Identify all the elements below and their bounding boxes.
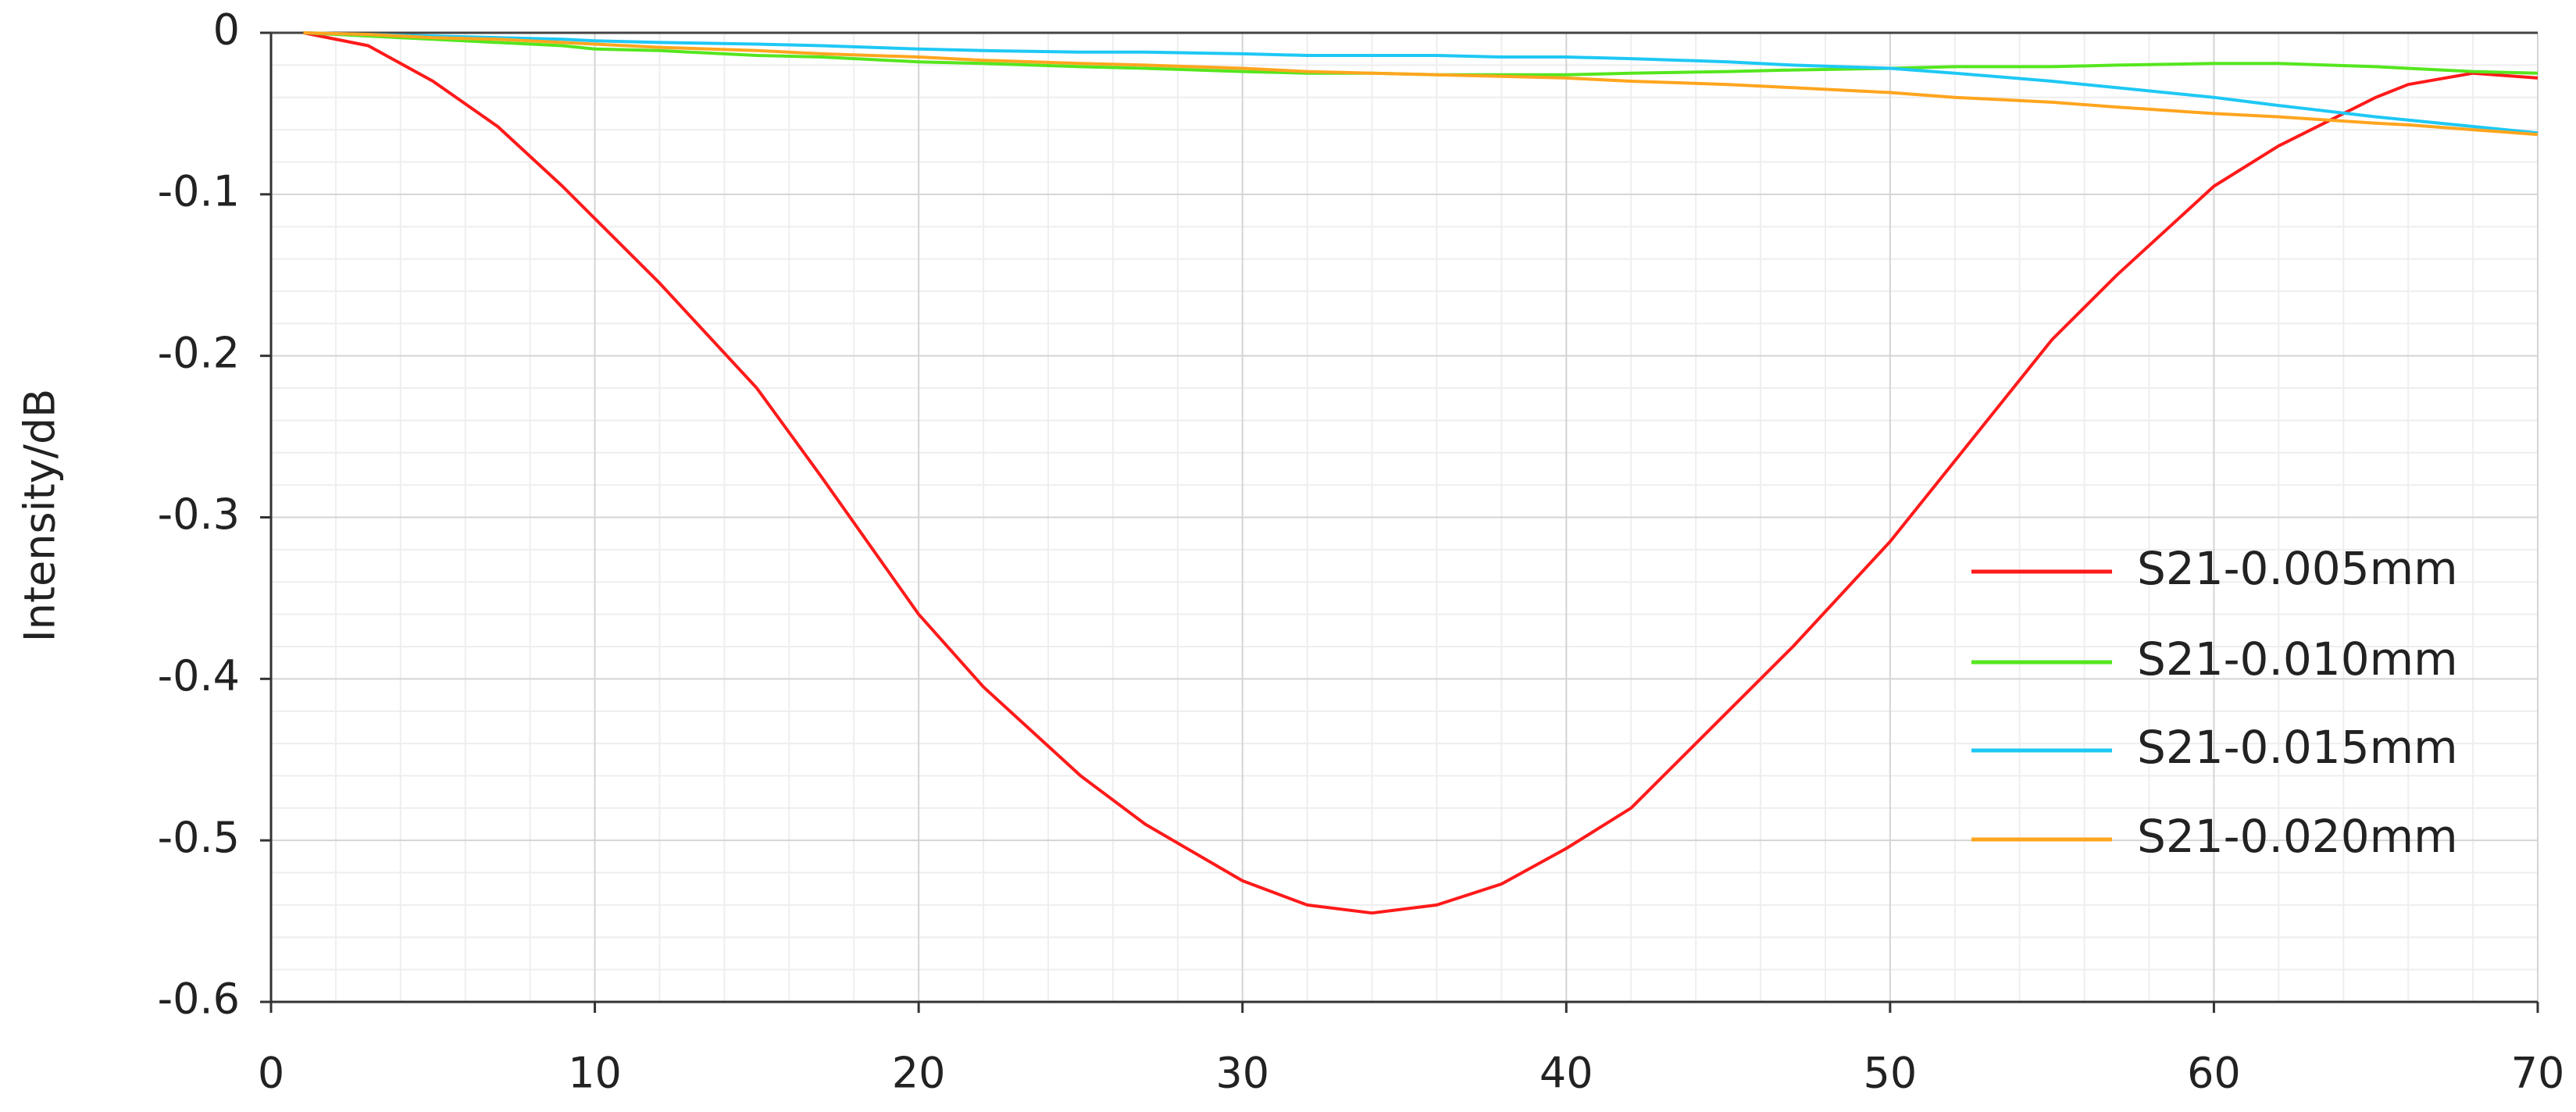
line-series xyxy=(303,31,2539,135)
y-tick-label: -0.6 xyxy=(158,975,240,1024)
y-tick-label: 0 xyxy=(213,5,240,55)
x-tick-label: 0 xyxy=(258,1049,284,1098)
legend-label: S21-0.005mm xyxy=(2137,542,2458,595)
x-tick-label: 50 xyxy=(1863,1049,1917,1098)
y-tick-label: -0.5 xyxy=(158,813,240,862)
legend-label: S21-0.015mm xyxy=(2137,721,2458,774)
x-tick-label: 10 xyxy=(568,1049,622,1098)
line-series xyxy=(303,31,2539,77)
y-tick-label: -0.4 xyxy=(158,651,240,700)
x-tick-label: 30 xyxy=(1215,1049,1269,1098)
legend-label: S21-0.010mm xyxy=(2137,633,2458,686)
y-axis-label: Intensity/dB xyxy=(16,389,65,643)
y-tick-label: -0.3 xyxy=(158,490,240,539)
legend-label: S21-0.020mm xyxy=(2137,810,2458,863)
line-series xyxy=(303,31,2539,137)
y-tick-label: -0.1 xyxy=(158,166,240,216)
x-tick-label: 70 xyxy=(2511,1049,2565,1098)
y-tick-label: -0.2 xyxy=(158,328,240,377)
x-tick-label: 40 xyxy=(1540,1049,1593,1098)
x-tick-label: 60 xyxy=(2187,1049,2241,1098)
line-series xyxy=(303,31,2539,915)
x-tick-label: 20 xyxy=(892,1049,946,1098)
